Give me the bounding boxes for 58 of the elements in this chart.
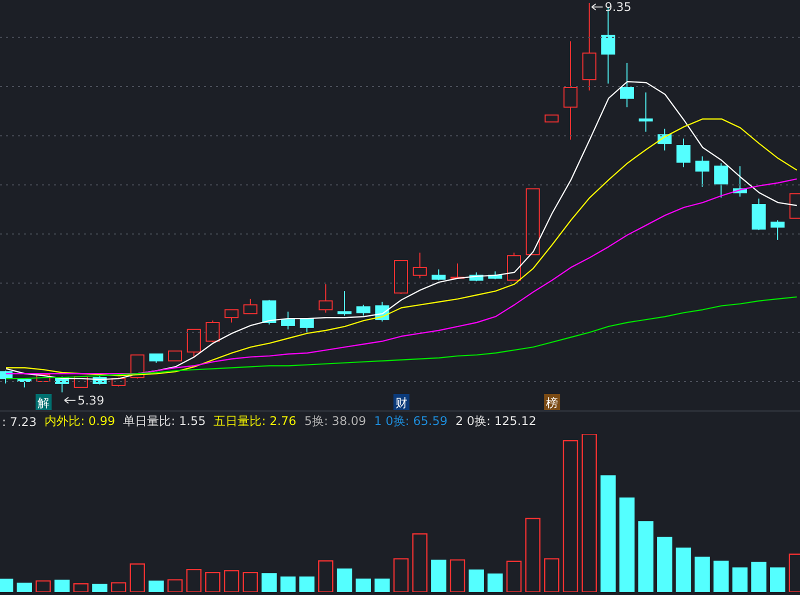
text: 1 0换: 65.59 — [374, 413, 448, 430]
bar — [36, 580, 51, 592]
bar — [412, 533, 428, 592]
bar — [167, 579, 183, 592]
bar — [657, 536, 672, 592]
bar — [374, 578, 390, 592]
text: 单日量比: 1.55 — [123, 413, 206, 430]
annotation: 5.39 — [77, 393, 104, 408]
candlestick — [676, 138, 690, 168]
bar — [488, 574, 503, 592]
bar — [224, 570, 240, 592]
bar — [262, 573, 277, 592]
text: 五日量比: 2.76 — [214, 413, 296, 430]
annotation: 9.35 — [604, 0, 632, 14]
bar — [506, 560, 522, 592]
bar — [356, 578, 371, 592]
bar — [242, 572, 258, 592]
bar — [751, 562, 766, 592]
x-tick-label: 解 — [38, 396, 50, 410]
bar — [148, 580, 164, 592]
bar — [732, 567, 748, 592]
bar — [431, 560, 446, 592]
bar — [393, 558, 409, 592]
bar — [130, 563, 145, 592]
bar — [562, 440, 578, 592]
bar — [110, 582, 126, 592]
candlestick — [695, 156, 710, 188]
bar — [205, 572, 220, 592]
bar — [336, 568, 352, 592]
candlestick — [620, 62, 634, 108]
bar — [318, 560, 334, 592]
bar — [16, 582, 32, 592]
bar — [299, 576, 314, 592]
bar — [582, 434, 597, 592]
bar — [525, 518, 540, 592]
candlestick — [563, 40, 578, 140]
bar — [714, 560, 729, 592]
bar — [54, 580, 70, 592]
bar — [73, 583, 89, 592]
text: 5换: 38.09 — [304, 413, 366, 430]
bar — [770, 567, 786, 592]
x-tick-label: 榜 — [546, 396, 558, 410]
bar — [468, 569, 484, 592]
bar — [694, 556, 710, 592]
bar — [638, 521, 654, 592]
candlestick — [638, 92, 653, 132]
bar — [450, 559, 466, 592]
bar — [92, 584, 108, 592]
bar — [600, 475, 616, 592]
x-tick-label: 财 — [395, 396, 408, 410]
text: 内外比: 0.99 — [44, 413, 116, 430]
bar — [544, 558, 560, 592]
bar — [280, 576, 296, 592]
text: : 7.23 — [2, 414, 37, 428]
bar — [619, 498, 635, 592]
bar — [676, 548, 692, 592]
text: 2 0换: 125.12 — [455, 413, 536, 430]
bar — [186, 568, 202, 592]
